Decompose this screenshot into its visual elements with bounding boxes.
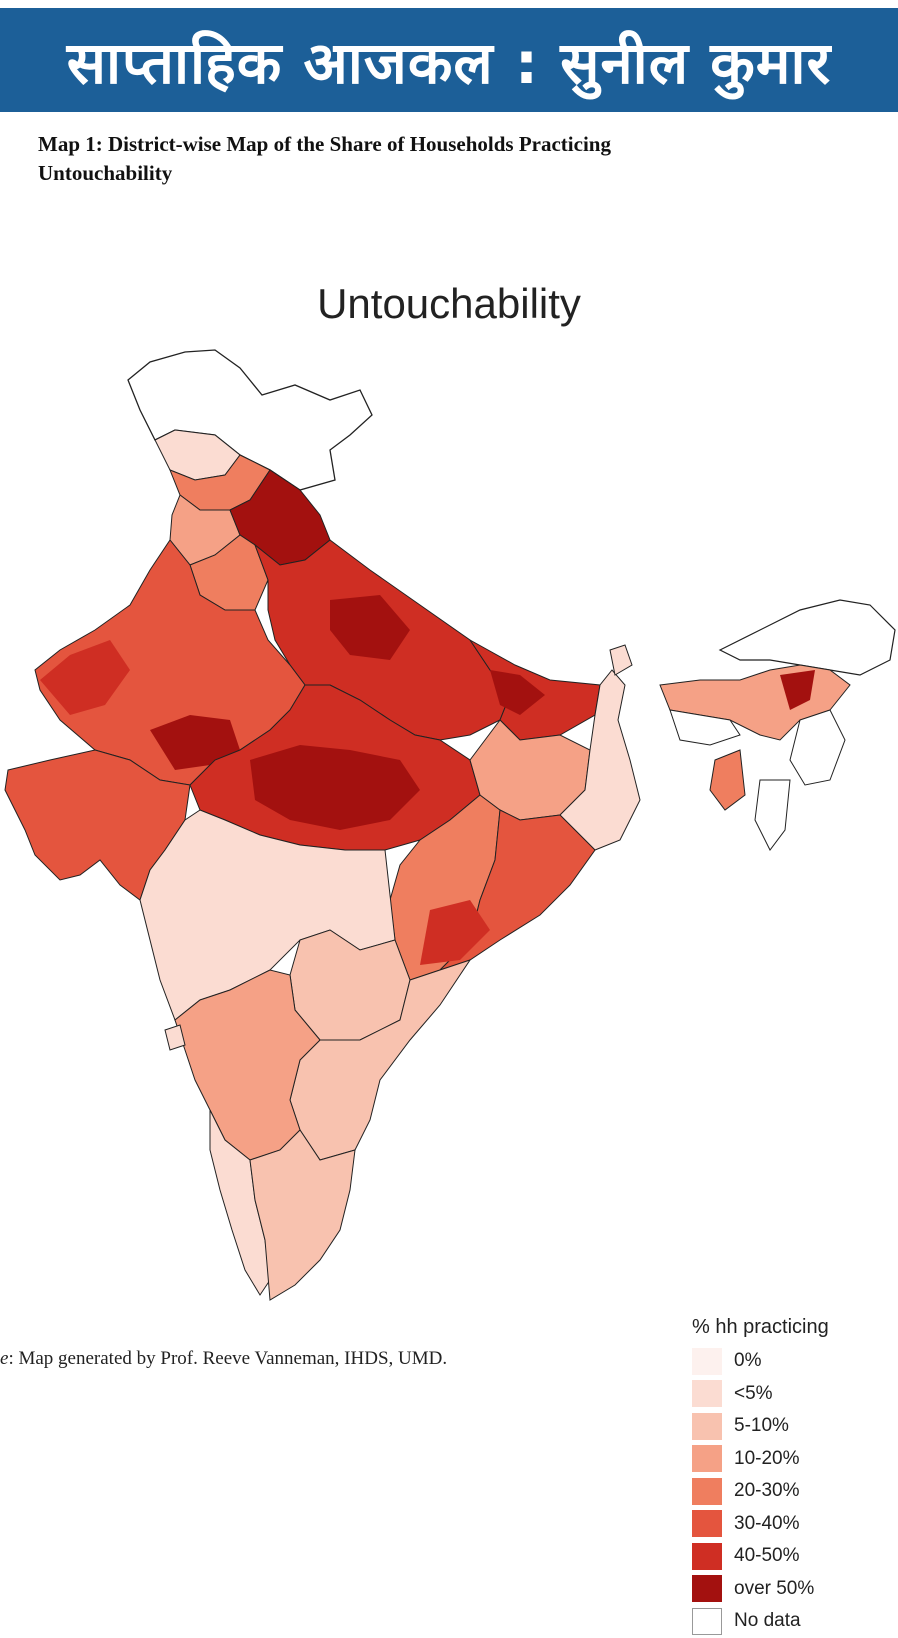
legend-label: <5% [734, 1382, 773, 1404]
legend-item: 5-10% [692, 1410, 892, 1443]
legend-swatch [692, 1445, 722, 1473]
region-rajasthan-west [40, 640, 130, 715]
region-goa [164, 1024, 186, 1051]
region-tripura [709, 749, 746, 811]
legend-item: over 50% [692, 1573, 892, 1606]
header-banner: साप्ताहिक आजकल : सुनील कुमार [0, 8, 898, 112]
legend-swatch [692, 1575, 722, 1603]
region-tamil-nadu [249, 1129, 356, 1301]
region-meghalaya [669, 709, 741, 746]
legend-swatch [692, 1347, 722, 1375]
legend-swatch [692, 1542, 722, 1570]
legend-item: 0% [692, 1345, 892, 1378]
region-odisha-south [420, 900, 490, 965]
legend-label: 30-40% [734, 1512, 800, 1534]
legend-item: No data [692, 1605, 892, 1638]
region-mizoram [754, 779, 791, 851]
map-title: Untouchability [317, 280, 581, 327]
legend-item: 20-30% [692, 1475, 892, 1508]
region-rajasthan-south [150, 715, 240, 770]
legend-title: % hh practicing [692, 1316, 829, 1338]
region-nagaland-manipur [789, 709, 846, 786]
legend-item: 10-20% [692, 1443, 892, 1476]
map-svg [4, 349, 896, 1301]
source-note: e: Map generated by Prof. Reeve Vanneman… [0, 1348, 898, 1370]
legend-label: 40-50% [734, 1545, 800, 1567]
legend-label: No data [734, 1610, 801, 1632]
legend-swatch [692, 1607, 722, 1635]
region-mp-central [250, 745, 420, 830]
legend-label: 10-20% [734, 1447, 800, 1469]
region-arunachal [718, 599, 896, 676]
legend-label: 5-10% [734, 1415, 789, 1437]
legend-label: 20-30% [734, 1480, 800, 1502]
source-text: : Map generated by Prof. Reeve Vanneman,… [8, 1348, 448, 1369]
legend-item: 40-50% [692, 1540, 892, 1573]
legend-label: 0% [734, 1350, 762, 1372]
legend-swatch [692, 1412, 722, 1440]
region-kerala [209, 1109, 271, 1296]
region-up-east [330, 595, 410, 660]
legend-item: 30-40% [692, 1508, 892, 1541]
region-assam-central [780, 670, 815, 710]
legend-swatch [692, 1510, 722, 1538]
banner-title: साप्ताहिक आजकल : सुनील कुमार [66, 28, 832, 97]
source-prefix: e [0, 1348, 9, 1369]
legend-item: <5% [692, 1378, 892, 1411]
caption-line-1: Map 1: District-wise Map of the Share of… [38, 132, 611, 156]
india-choropleth-map: % hh practicing 0% <5% 5-10% 10-20% 20-30% 30… [0, 340, 898, 1635]
map-caption: Map 1: District-wise Map of the Share of… [38, 130, 758, 188]
legend-swatch [692, 1380, 722, 1408]
region-sikkim [609, 644, 633, 676]
legend-label: over 50% [734, 1577, 815, 1599]
region-bihar-north [490, 670, 545, 715]
legend-swatch [692, 1477, 722, 1505]
caption-line-2: Untouchability [38, 161, 173, 185]
